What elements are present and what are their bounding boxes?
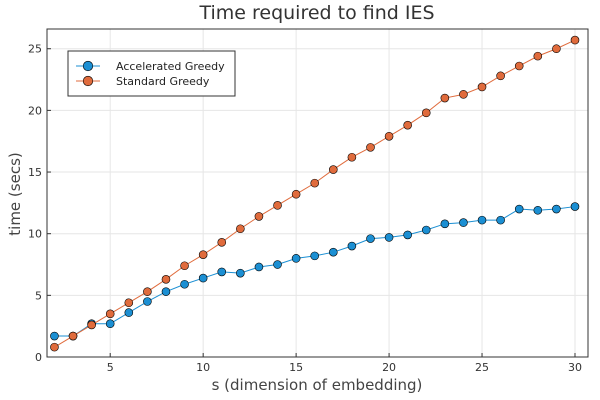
data-point (496, 71, 505, 81)
legend-marker-accelerated-greedy (82, 60, 94, 72)
data-point (440, 93, 450, 103)
data-point (198, 250, 208, 259)
data-point (347, 152, 357, 162)
data-point (552, 44, 561, 54)
legend-marker-standard-greedy (82, 75, 94, 87)
data-point (273, 260, 282, 269)
data-point (366, 234, 375, 243)
data-point (440, 219, 450, 229)
chart-title: Time required to find IES (198, 2, 434, 24)
data-point (105, 309, 115, 319)
data-point (68, 331, 78, 341)
data-point (143, 297, 152, 306)
legend: Accelerated Greedy Standard Greedy (67, 50, 236, 97)
y-tick-label: 20 (28, 104, 42, 117)
data-point (514, 204, 524, 214)
x-tick-label: 15 (289, 361, 303, 374)
data-point (477, 82, 487, 92)
data-point (366, 143, 375, 152)
x-tick-label: 20 (382, 361, 396, 374)
data-point (217, 238, 227, 247)
data-point (291, 254, 301, 263)
data-point (198, 273, 208, 283)
x-tick-label: 10 (196, 361, 210, 374)
data-point (50, 342, 59, 352)
data-point (236, 268, 245, 278)
data-point (273, 201, 282, 210)
data-point (496, 215, 505, 225)
data-point (403, 120, 412, 130)
data-point (124, 298, 134, 308)
data-point (143, 287, 152, 296)
data-point (459, 218, 468, 227)
data-point (180, 261, 189, 271)
series-line-accelerated-greedy (54, 206, 576, 337)
data-point (329, 165, 338, 174)
data-point (570, 35, 580, 45)
data-point (533, 51, 543, 61)
data-point (329, 247, 338, 257)
y-axis-title: time (secs) (6, 152, 24, 235)
data-point (161, 287, 171, 296)
y-tick-label: 25 (28, 43, 42, 56)
data-point (347, 241, 357, 251)
legend-label-accelerated-greedy: Accelerated Greedy (116, 60, 225, 73)
data-point (161, 275, 171, 284)
data-point (87, 320, 96, 330)
y-tick-label: 5 (35, 289, 42, 302)
data-point (254, 212, 264, 221)
data-point (291, 189, 301, 199)
series-accelerated-greedy (50, 202, 580, 341)
data-point (50, 331, 59, 341)
data-point (552, 204, 561, 214)
legend-box (67, 50, 236, 97)
data-point (384, 233, 394, 242)
data-point (236, 224, 245, 234)
x-tick-label: 25 (475, 361, 489, 374)
data-point (421, 225, 431, 235)
series-standard-greedy (50, 35, 580, 352)
axis-ticks: 5 10 15 20 25 30 0 5 10 15 20 25 (28, 43, 582, 374)
y-tick-label: 10 (28, 228, 42, 241)
data-point (421, 108, 431, 118)
data-point (570, 202, 580, 211)
data-point (384, 131, 394, 141)
data-point (533, 205, 543, 215)
data-point (310, 251, 320, 261)
data-point (403, 230, 412, 240)
data-point (514, 61, 524, 71)
data-point (217, 267, 227, 277)
data-point (459, 90, 468, 99)
plot-frame (46, 28, 589, 358)
data-point (310, 178, 320, 188)
y-tick-label: 15 (28, 166, 42, 179)
series-layer (50, 35, 580, 352)
data-point (124, 308, 134, 317)
data-point (105, 319, 115, 329)
x-axis-title: s (dimension of embedding) (212, 376, 423, 394)
x-tick-label: 30 (568, 361, 582, 374)
data-point (180, 279, 189, 289)
data-point (477, 215, 487, 225)
y-tick-label: 0 (35, 351, 42, 364)
data-point (254, 262, 264, 272)
x-tick-label: 5 (107, 361, 114, 374)
legend-label-standard-greedy: Standard Greedy (116, 75, 210, 88)
